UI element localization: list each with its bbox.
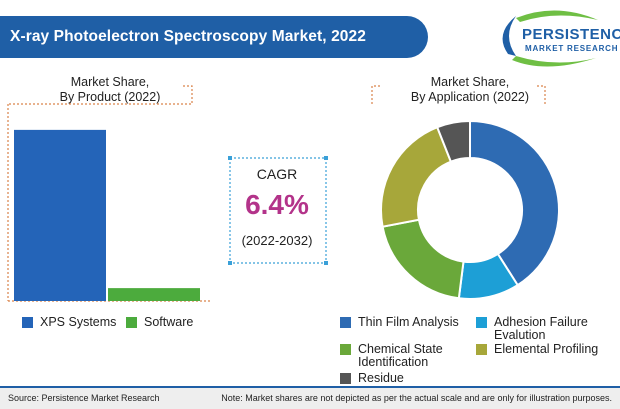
legend-swatch-xps-systems bbox=[22, 317, 33, 328]
legend-item-chemical-state: Chemical State Identification bbox=[340, 343, 460, 369]
legend-item-adhesion: Adhesion Failure Evalution bbox=[476, 316, 616, 342]
persistence-logo: PERSISTENCE MARKET RESEARCH bbox=[486, 4, 620, 74]
legend-item-xps-systems: XPS Systems bbox=[22, 316, 116, 329]
page-title: X-ray Photoelectron Spectroscopy Market,… bbox=[10, 28, 366, 45]
legend-item-software: Software bbox=[126, 316, 193, 329]
cagr-period: (2022-2032) bbox=[241, 233, 313, 248]
legend-label-thin-film: Thin Film Analysis bbox=[358, 315, 459, 329]
legend-item-elemental: Elemental Profiling bbox=[476, 343, 598, 356]
slice-residue bbox=[435, 119, 471, 163]
bar-xps-systems bbox=[14, 129, 106, 301]
legend-swatch-thin-film bbox=[340, 317, 351, 328]
logo-tagline: MARKET RESEARCH bbox=[525, 44, 619, 53]
cagr-label: CAGR bbox=[256, 166, 298, 182]
logo-name: PERSISTENCE bbox=[522, 26, 620, 43]
logo-swoosh-icon bbox=[502, 10, 598, 67]
footer-source: Source: Persistence Market Research bbox=[8, 393, 160, 403]
slice-thin-film-analysis bbox=[469, 119, 560, 287]
slice-elemental-profiling bbox=[380, 125, 453, 228]
legend-label-software: Software bbox=[144, 315, 194, 329]
legend-label-elemental: Elemental Profiling bbox=[494, 342, 599, 356]
legend-label-residue: Residue bbox=[358, 371, 404, 385]
legend-label-chemical-state: Chemical State Identification bbox=[358, 342, 443, 369]
legend-label-xps-systems: XPS Systems bbox=[40, 315, 117, 329]
legend-item-thin-film: Thin Film Analysis bbox=[340, 316, 459, 329]
cagr-value: 6.4% bbox=[245, 189, 309, 220]
slice-chemical-state-identification bbox=[381, 218, 465, 300]
legend-item-residue: Residue bbox=[340, 372, 404, 385]
legend-swatch-residue bbox=[340, 373, 351, 384]
legend-swatch-adhesion bbox=[476, 317, 487, 328]
footer-note: Note: Market shares are not depicted as … bbox=[221, 393, 612, 403]
legend-label-adhesion: Adhesion Failure Evalution bbox=[494, 315, 588, 342]
legend-swatch-chemical-state bbox=[340, 344, 351, 355]
bar-software bbox=[108, 288, 200, 301]
legend-swatch-elemental bbox=[476, 344, 487, 355]
legend-swatch-software bbox=[126, 317, 137, 328]
footer: Source: Persistence Market Research Note… bbox=[0, 386, 620, 409]
title-banner: X-ray Photoelectron Spectroscopy Market,… bbox=[0, 16, 428, 58]
